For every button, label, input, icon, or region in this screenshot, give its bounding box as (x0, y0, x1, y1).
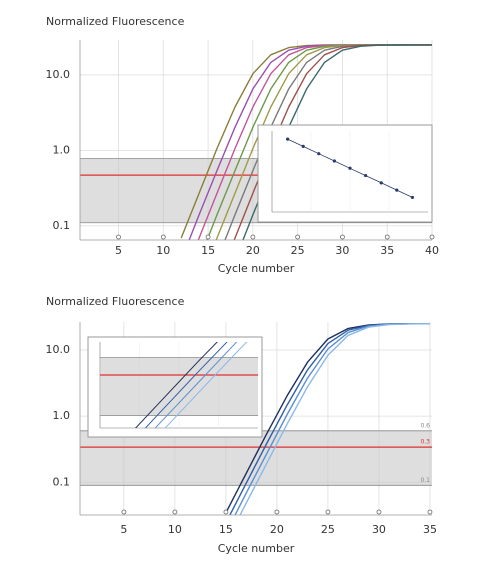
x-tick-mark (340, 234, 345, 240)
x-tick-label: 25 (291, 244, 305, 257)
inset-point (286, 137, 290, 141)
band-label: 0.1 (420, 477, 430, 484)
x-tick-label: 10 (168, 523, 182, 536)
y-tick-label: 10.0 (46, 343, 71, 356)
x-tick-mark (223, 509, 229, 515)
threshold-band (80, 430, 432, 486)
y-tick-label: 0.1 (53, 219, 71, 232)
x-tick-label: 30 (335, 244, 349, 257)
x-tick-mark (205, 234, 211, 240)
x-tick-mark (160, 234, 166, 240)
x-tick-mark (429, 234, 435, 240)
plot-area (100, 342, 258, 428)
inset-point (317, 152, 321, 156)
inset-point (410, 195, 414, 200)
inset-point (332, 159, 336, 163)
x-tick-mark (427, 509, 433, 515)
band-label: 0.6 (420, 422, 430, 429)
amplification-curve (239, 323, 431, 515)
x-tick-label: 40 (425, 244, 439, 257)
x-tick-label: 15 (219, 523, 233, 536)
y-tick-label: 1.0 (53, 143, 71, 156)
amplification-curve (144, 342, 228, 428)
x-tick-mark (325, 509, 331, 515)
inset-frame (257, 124, 433, 223)
x-tick-mark (250, 234, 256, 240)
inset-point (348, 166, 352, 170)
y-tick-label: 1.0 (53, 409, 71, 422)
threshold-band (100, 357, 258, 416)
amplification-curve (242, 44, 432, 240)
x-tick-label: 35 (423, 523, 437, 536)
x-tick-label: 15 (201, 244, 215, 257)
inset-point (379, 181, 383, 185)
y-tick-label: 10.0 (46, 68, 71, 81)
x-tick-mark (295, 234, 301, 240)
inset-point (301, 144, 305, 148)
x-tick-label: 25 (321, 523, 335, 536)
x-tick-label: 20 (270, 523, 284, 536)
x-tick-label: 10 (156, 244, 170, 257)
inset-point (364, 173, 368, 178)
amplification-curve (164, 342, 248, 428)
x-tick-mark (384, 234, 390, 240)
y-tick-label: 0.1 (53, 475, 71, 488)
x-tick-label: 20 (246, 244, 260, 257)
y-axis-title: Normalized Fluorescence (46, 15, 185, 28)
x-axis-title: Cycle number (218, 262, 295, 275)
x-tick-mark (172, 509, 178, 515)
x-axis-title: Cycle number (218, 542, 295, 555)
x-tick-mark (274, 509, 280, 515)
x-tick-label: 35 (380, 244, 394, 257)
amplification-curve (134, 342, 218, 428)
x-tick-mark (121, 509, 127, 515)
amplification-curve (154, 342, 238, 428)
y-axis-title: Normalized Fluorescence (46, 295, 185, 308)
x-tick-label: 30 (372, 523, 386, 536)
band-label: 0.3 (420, 439, 430, 446)
x-tick-label: 5 (120, 523, 127, 536)
x-tick-mark (376, 509, 382, 515)
x-tick-label: 5 (115, 244, 122, 257)
inset-point (395, 188, 399, 192)
plot-area (286, 137, 414, 200)
x-tick-mark (116, 234, 121, 240)
